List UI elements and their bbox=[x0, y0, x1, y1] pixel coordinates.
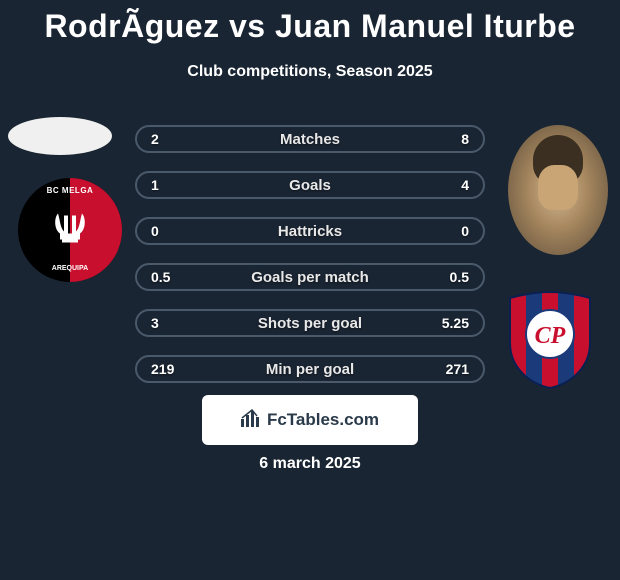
brand-text: FcTables.com bbox=[267, 410, 379, 430]
stat-row-goals: 1 Goals 4 bbox=[135, 171, 485, 199]
stat-label: Goals per match bbox=[251, 269, 369, 286]
stats-table: 2 Matches 8 1 Goals 4 0 Hattricks 0 0.5 … bbox=[135, 125, 485, 401]
page-title: RodrÃ­guez vs Juan Manuel Iturbe bbox=[0, 0, 620, 45]
stat-label: Min per goal bbox=[266, 361, 354, 378]
svg-text:CP: CP bbox=[535, 323, 566, 349]
club-left-badge: BC MELGA AREQUIPA bbox=[18, 178, 122, 282]
stat-left-value: 3 bbox=[151, 315, 159, 331]
stat-label: Hattricks bbox=[278, 223, 342, 240]
stat-right-value: 4 bbox=[461, 177, 469, 193]
subtitle: Club competitions, Season 2025 bbox=[0, 63, 620, 81]
stat-row-mpg: 219 Min per goal 271 bbox=[135, 355, 485, 383]
player-left-avatar bbox=[8, 117, 112, 155]
stat-right-value: 0.5 bbox=[450, 269, 469, 285]
stat-right-value: 271 bbox=[446, 361, 469, 377]
club-left-text-bottom: AREQUIPA bbox=[18, 265, 122, 272]
stat-left-value: 0.5 bbox=[151, 269, 170, 285]
lyre-icon bbox=[52, 208, 88, 253]
stat-right-value: 5.25 bbox=[442, 315, 469, 331]
stat-row-matches: 2 Matches 8 bbox=[135, 125, 485, 153]
stat-left-value: 2 bbox=[151, 131, 159, 147]
stat-row-spg: 3 Shots per goal 5.25 bbox=[135, 309, 485, 337]
stat-label: Matches bbox=[280, 131, 340, 148]
stat-label: Shots per goal bbox=[258, 315, 362, 332]
player-right-avatar bbox=[508, 125, 608, 255]
stat-label: Goals bbox=[289, 177, 331, 194]
stat-right-value: 8 bbox=[461, 131, 469, 147]
stat-row-gpm: 0.5 Goals per match 0.5 bbox=[135, 263, 485, 291]
stat-right-value: 0 bbox=[461, 223, 469, 239]
brand-badge[interactable]: FcTables.com bbox=[202, 395, 418, 445]
club-right-badge: CP bbox=[498, 288, 602, 392]
stat-left-value: 0 bbox=[151, 223, 159, 239]
chart-bars-icon bbox=[241, 409, 261, 432]
club-left-text-top: BC MELGA bbox=[18, 186, 122, 195]
stat-row-hattricks: 0 Hattricks 0 bbox=[135, 217, 485, 245]
stat-left-value: 219 bbox=[151, 361, 174, 377]
date-text: 6 march 2025 bbox=[0, 455, 620, 473]
stat-left-value: 1 bbox=[151, 177, 159, 193]
